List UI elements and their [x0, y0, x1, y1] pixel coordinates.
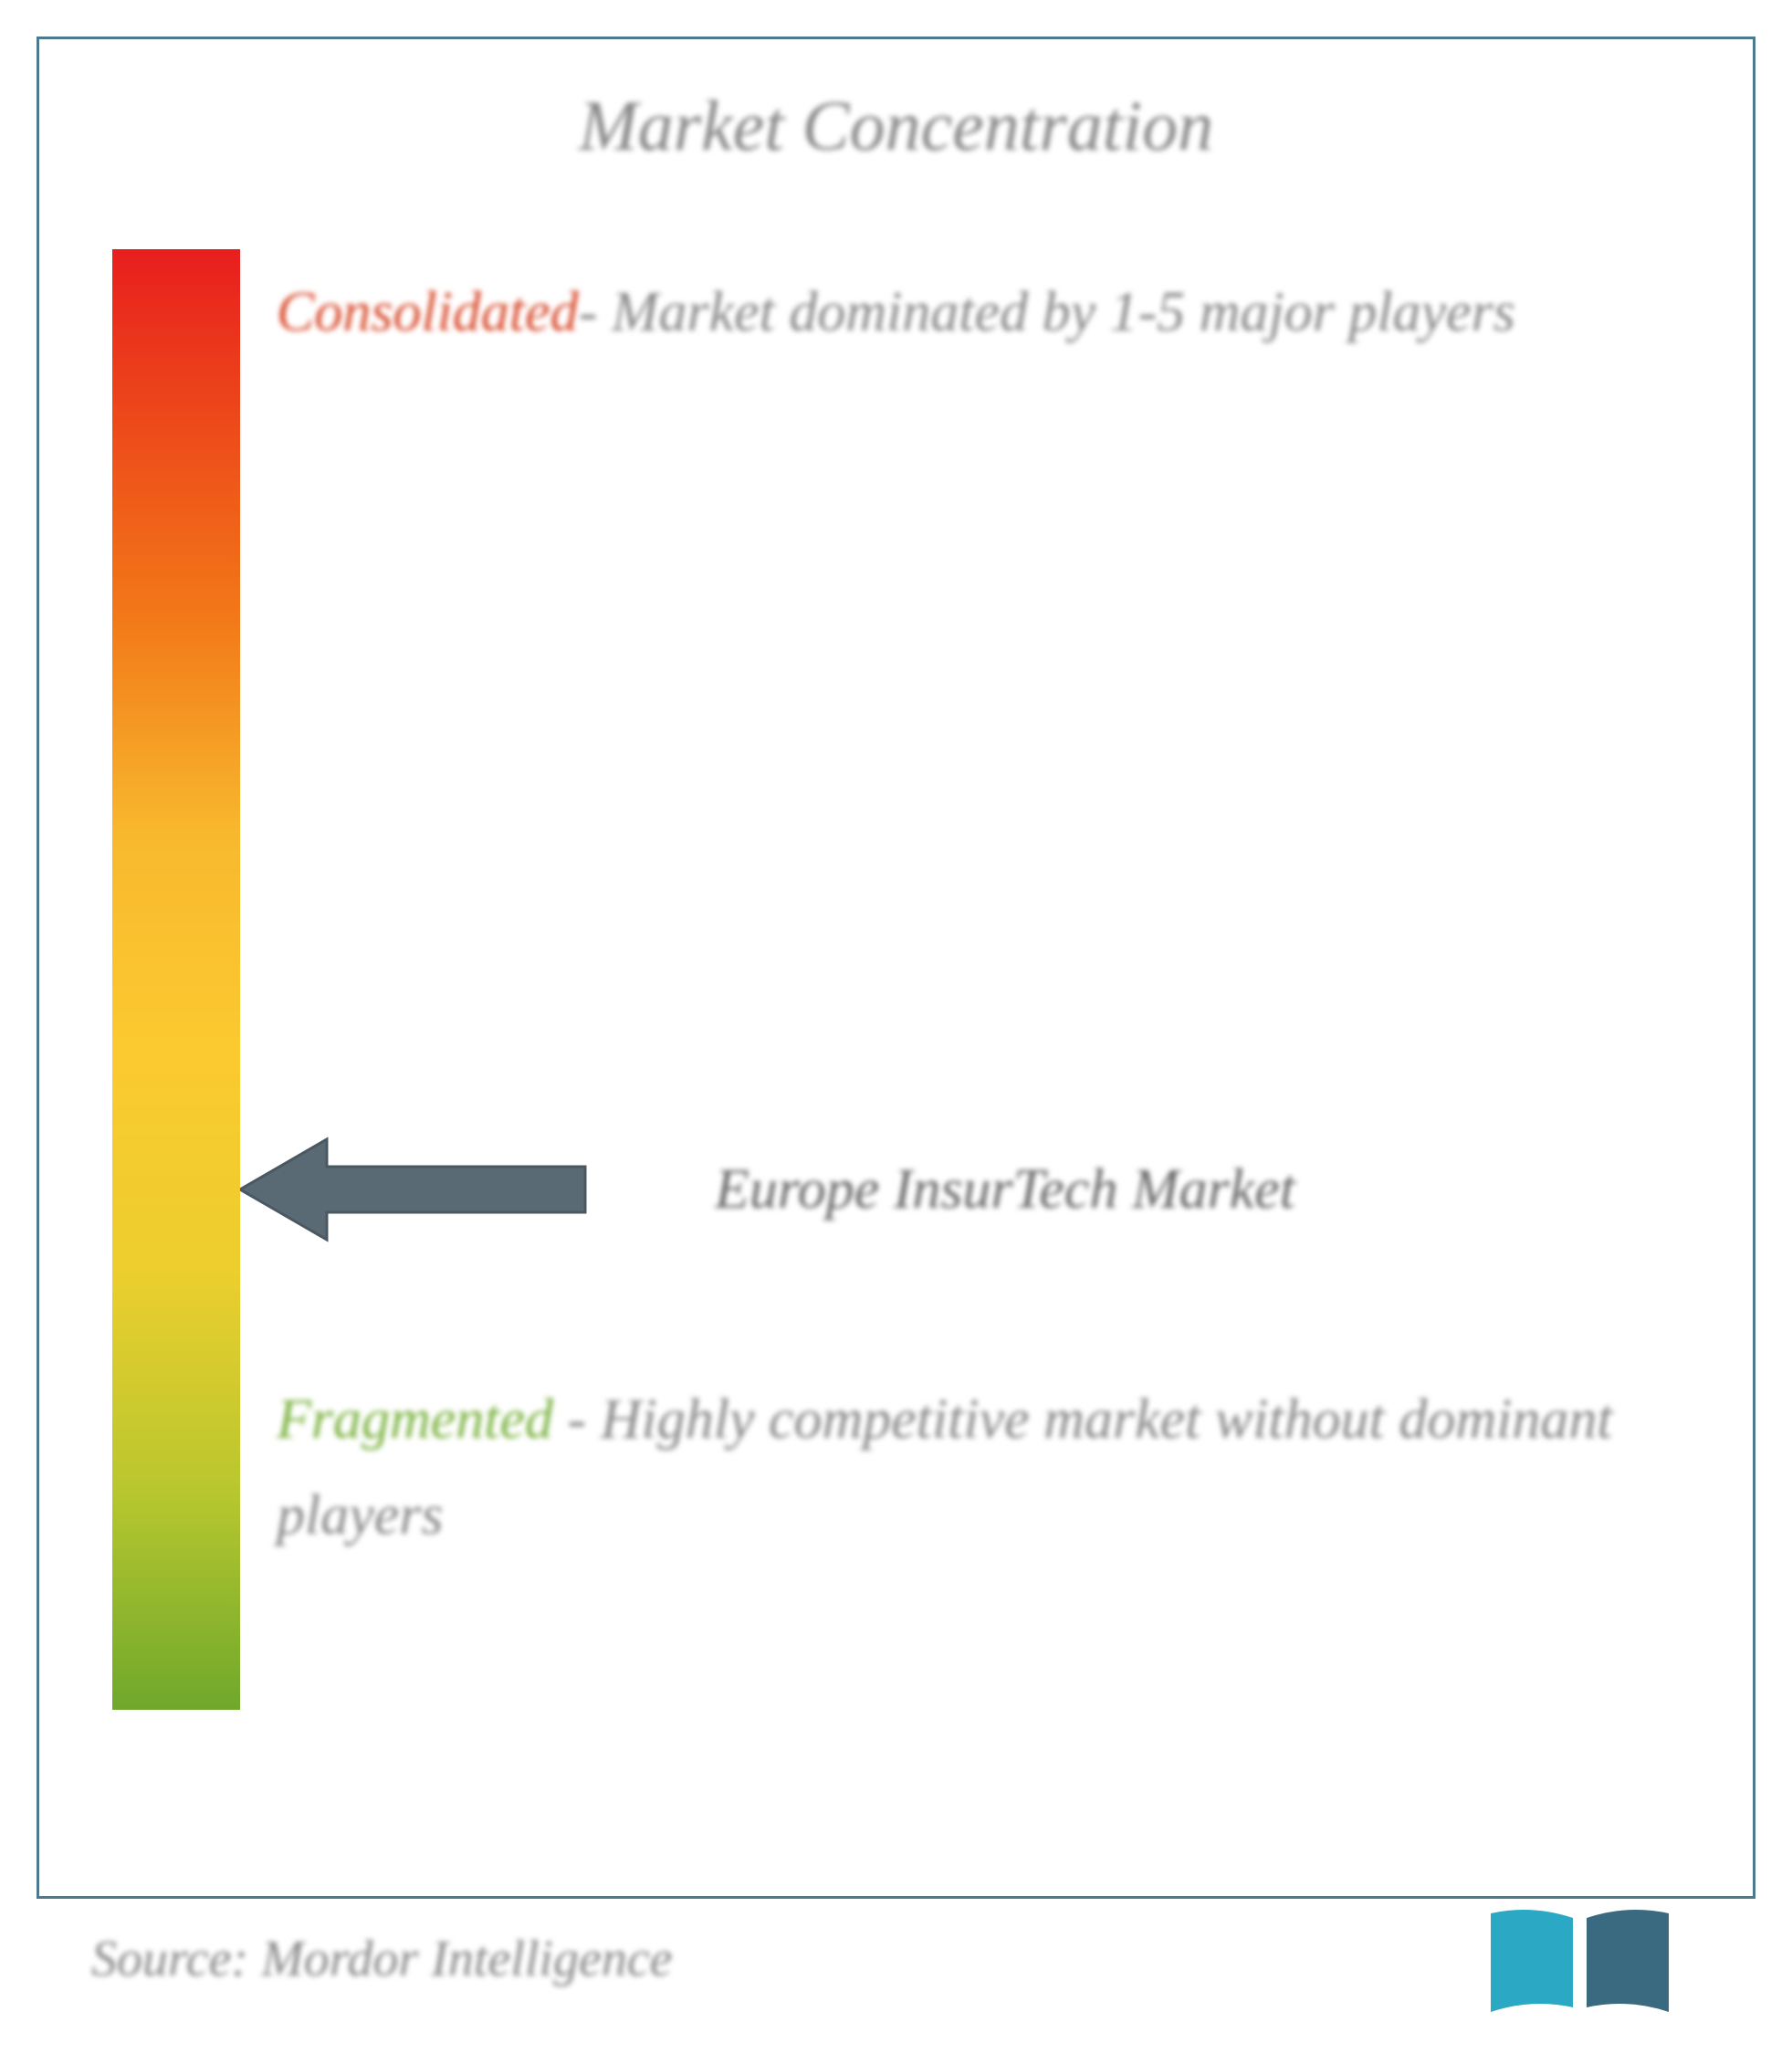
consolidated-label: Consolidated	[277, 281, 579, 343]
footer: Source: Mordor Intelligence	[91, 1900, 1701, 2018]
consolidated-block: Consolidated- Market dominated by 1-5 ma…	[277, 267, 1643, 358]
consolidated-description: - Market dominated by 1-5 major players	[579, 281, 1515, 343]
text-area: Consolidated- Market dominated by 1-5 ma…	[240, 222, 1698, 1728]
source-attribution: Source: Mordor Intelligence	[91, 1930, 673, 1988]
concentration-gradient-bar	[112, 249, 240, 1710]
page-title: Market Concentration	[94, 85, 1698, 167]
arrow-left-icon	[240, 1135, 587, 1244]
fragmented-block: Fragmented - Highly competitive market w…	[277, 1372, 1643, 1565]
market-name-label: Europe InsurTech Market	[715, 1158, 1295, 1222]
fragmented-label: Fragmented	[277, 1388, 553, 1451]
mordor-logo-icon	[1482, 1900, 1701, 2018]
arrow-block: Europe InsurTech Market	[240, 1135, 1295, 1244]
main-container: Market Concentration Consolidated- Mar	[37, 37, 1755, 1899]
content-area: Consolidated- Market dominated by 1-5 ma…	[94, 222, 1698, 1728]
